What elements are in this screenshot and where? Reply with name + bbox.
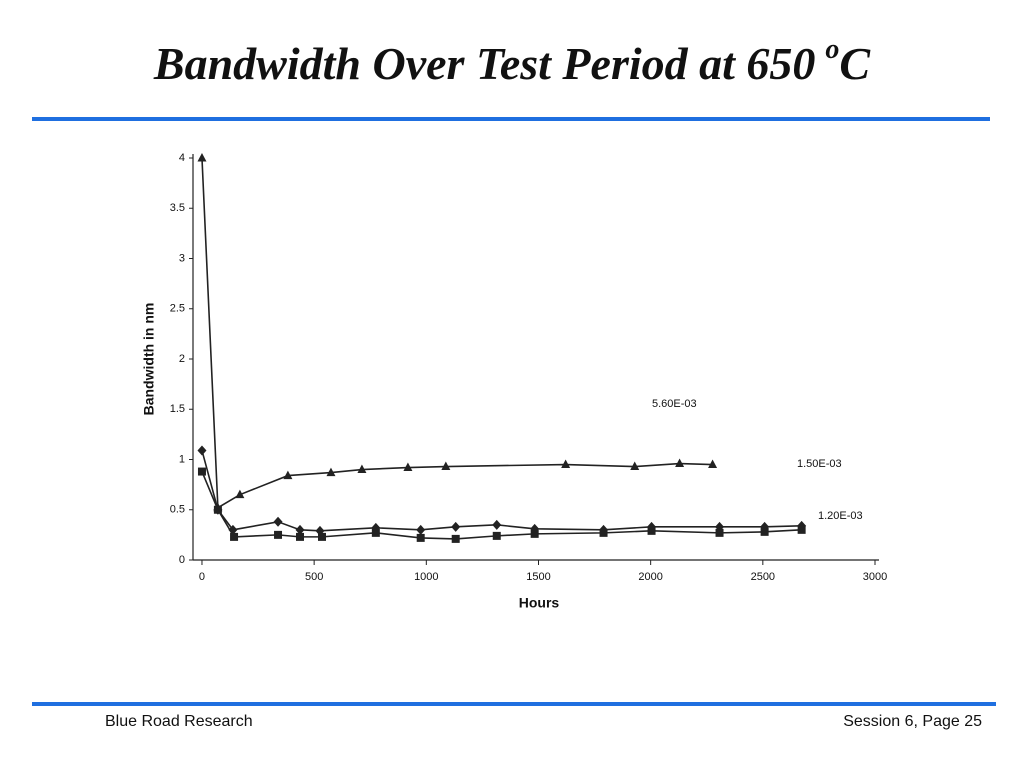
series-label: 1.20E-03	[818, 510, 863, 522]
data-point	[630, 461, 640, 471]
data-point	[492, 519, 502, 530]
y-tick-label: 3.5	[170, 202, 185, 214]
title-superscript: o	[825, 34, 839, 65]
data-point	[599, 528, 608, 537]
data-point	[273, 516, 283, 527]
y-tick-label: 0	[179, 554, 185, 566]
data-point	[274, 530, 283, 539]
footer-left: Blue Road Research	[105, 713, 253, 730]
data-point	[317, 532, 326, 541]
data-point	[371, 528, 380, 537]
data-point	[441, 461, 451, 471]
y-tick-label: 1.5	[170, 403, 185, 415]
bottom-rule	[32, 702, 996, 706]
title-unit: C	[839, 38, 871, 89]
y-tick-label: 3	[179, 252, 185, 264]
data-point	[283, 470, 293, 480]
series-line	[201, 471, 802, 540]
data-point	[296, 532, 305, 541]
y-tick-label: 2	[179, 353, 185, 365]
data-point	[451, 534, 460, 543]
series-label: 5.60E-03	[652, 398, 697, 410]
data-point	[492, 531, 501, 540]
y-tick-label: 0.5	[170, 504, 185, 516]
data-point	[197, 445, 207, 456]
x-tick-label: 1000	[414, 571, 438, 583]
data-point	[715, 528, 724, 537]
y-tick-label: 1	[179, 453, 185, 465]
x-tick-label: 3000	[863, 571, 887, 583]
series-line	[201, 450, 802, 532]
data-point	[760, 527, 769, 536]
x-tick-label: 500	[305, 571, 323, 583]
data-point	[213, 505, 222, 514]
data-point	[403, 462, 413, 472]
data-point	[675, 458, 685, 468]
x-tick-label: 2500	[751, 571, 775, 583]
data-point	[561, 459, 571, 469]
data-point	[295, 524, 305, 535]
data-point	[416, 524, 426, 535]
data-point	[326, 467, 336, 477]
x-tick-label: 2000	[638, 571, 662, 583]
x-tick-label: 1500	[526, 571, 550, 583]
data-point	[530, 529, 539, 538]
y-tick-label: 4	[179, 152, 185, 164]
y-tick-label: 2.5	[170, 303, 185, 315]
title-text: Bandwidth Over Test Period at 650	[153, 38, 816, 89]
top-rule	[32, 117, 990, 121]
series-label: 1.50E-03	[797, 458, 842, 470]
series-line	[201, 157, 713, 510]
x-axis-label: Hours	[519, 595, 560, 611]
data-point	[357, 464, 367, 474]
data-point	[235, 489, 245, 499]
data-point	[197, 467, 206, 476]
data-point	[416, 533, 425, 542]
y-axis-label: Bandwidth in nm	[141, 303, 157, 416]
x-tick-label: 0	[199, 571, 205, 583]
data-point	[647, 526, 656, 535]
data-point	[197, 153, 207, 162]
data-point	[451, 521, 461, 532]
footer-right: Session 6, Page 25	[843, 713, 982, 730]
slide-title: Bandwidth Over Test Period at 650 oC	[153, 34, 872, 88]
data-point	[797, 525, 806, 534]
data-point	[230, 532, 239, 541]
data-point	[708, 459, 718, 469]
chart: 0 0.5 1 1.5 2 2.5 3 3.5 4 0 500 1000 1500 2000 2500 300…	[141, 152, 888, 611]
